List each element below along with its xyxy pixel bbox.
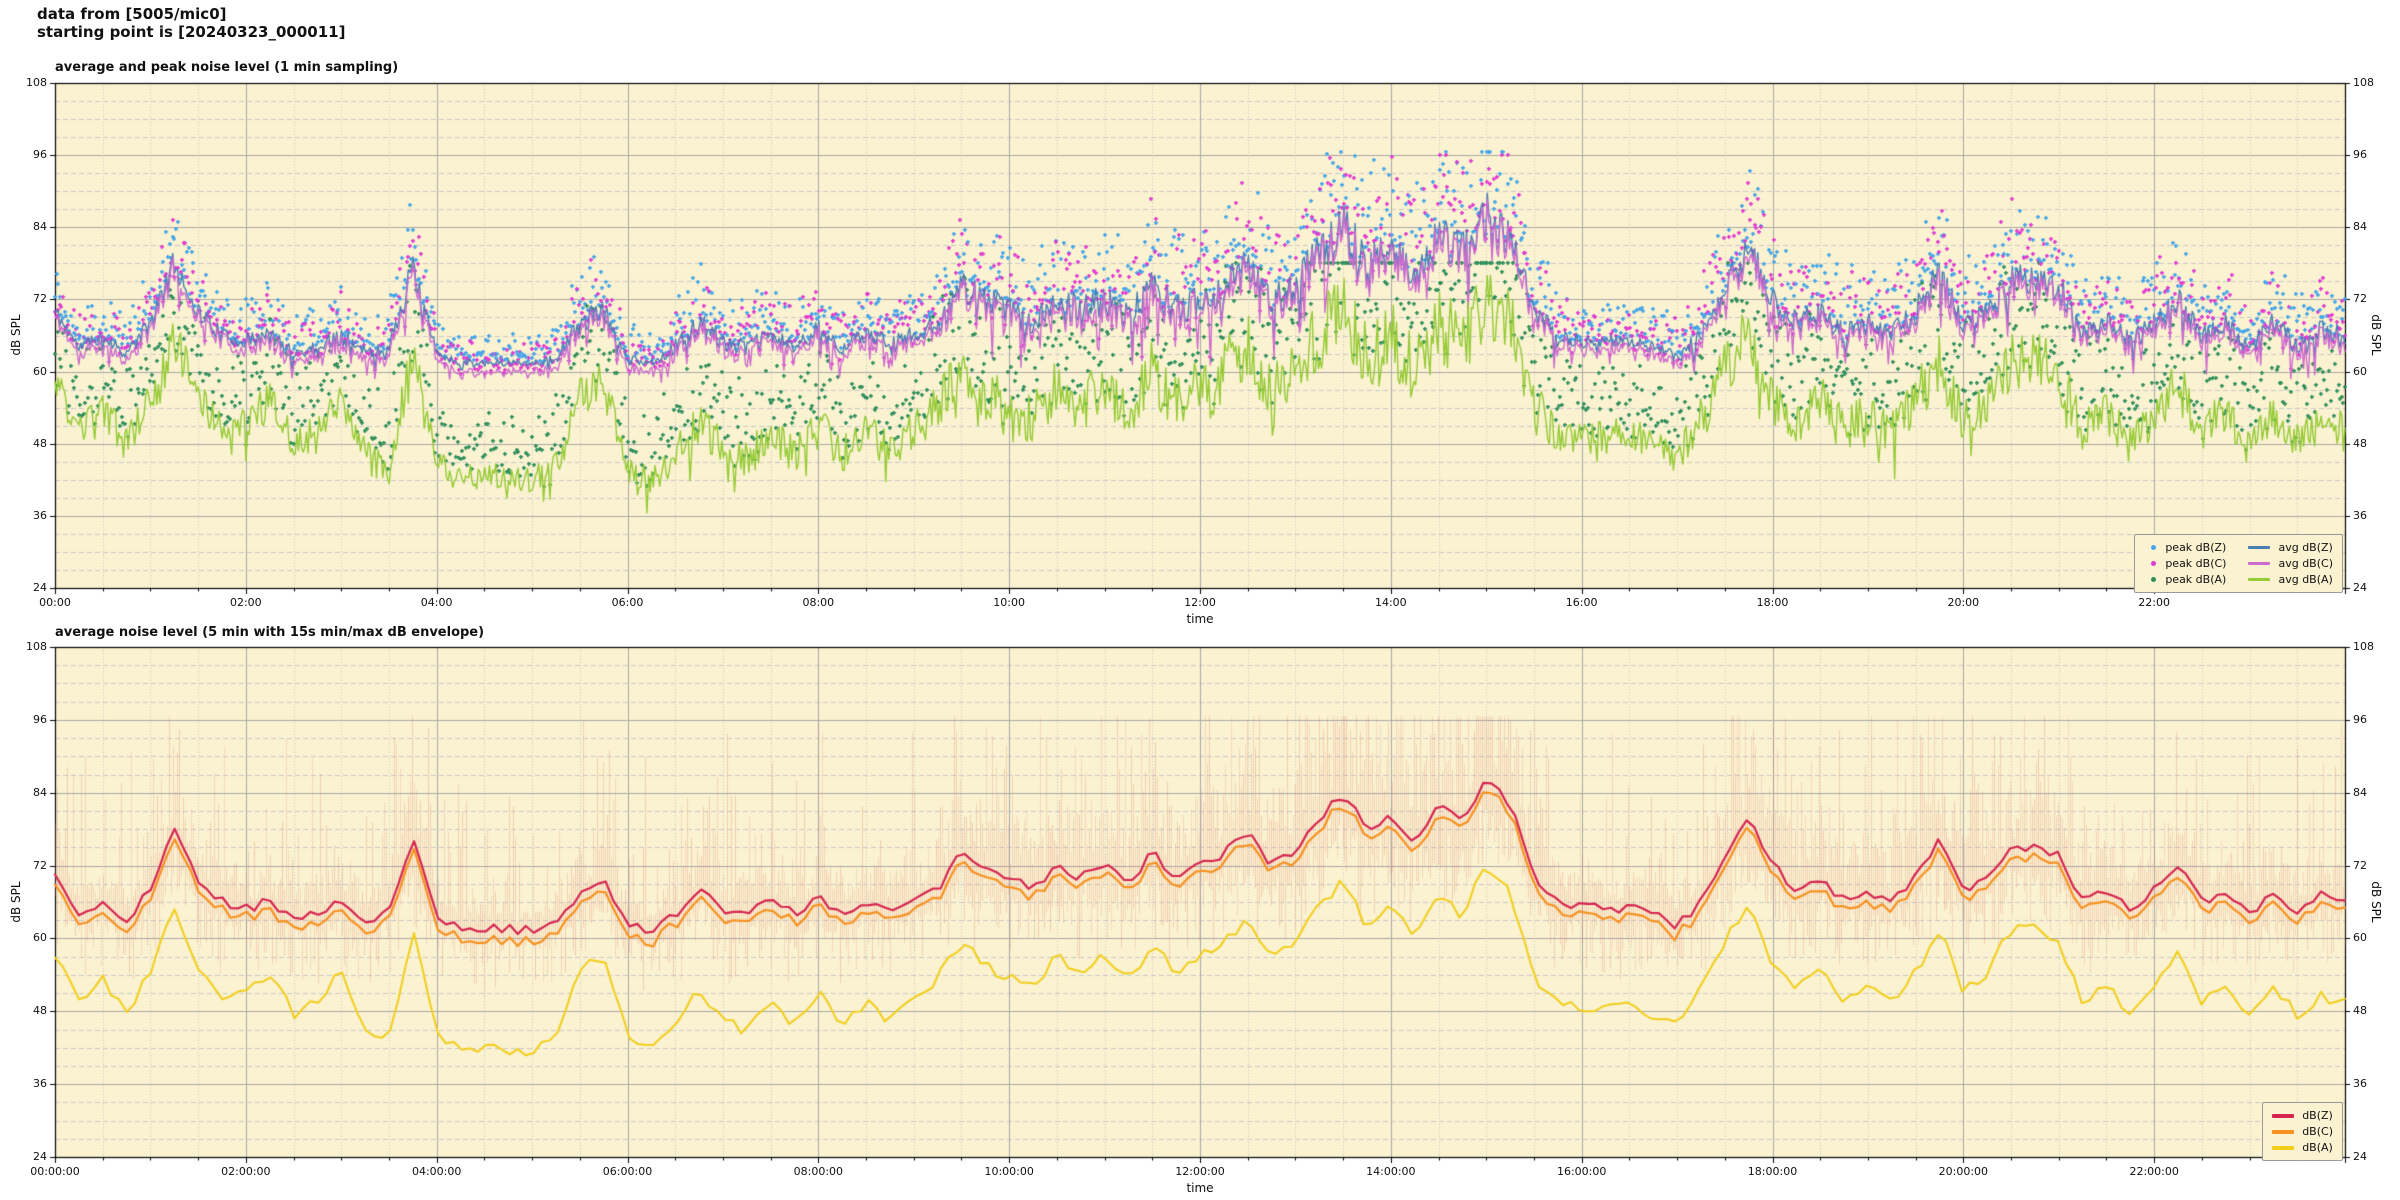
avg-dba-line-swatch [2248,578,2271,581]
peak-dba-marker-swatch [2151,577,2157,582]
legend-label: avg dB(C) [2278,557,2333,570]
legend-label: peak dB(Z) [2165,541,2227,554]
dbc-line-swatch [2272,1129,2295,1134]
legend-item: dB(C) [2272,1124,2333,1139]
legend-label: avg dB(Z) [2278,541,2333,554]
peak-dbz-marker-swatch [2151,545,2157,550]
avg-dbz-line-swatch [2248,546,2271,549]
legend-label: dB(A) [2302,1141,2333,1154]
legend-label: peak dB(A) [2165,573,2227,586]
legend-item: avg dB(C) [2248,556,2333,571]
top-legend: peak dB(Z) peak dB(C) peak dB(A) avg dB(… [2134,534,2343,593]
avg-dbc-line-swatch [2248,562,2271,565]
legend-item: dB(Z) [2272,1108,2333,1123]
legend-item: dB(A) [2272,1140,2333,1155]
legend-item: peak dB(A) [2144,572,2226,587]
legend-label: avg dB(A) [2278,573,2333,586]
legend-label: dB(C) [2302,1125,2333,1138]
dbz-line-swatch [2272,1113,2295,1118]
peak-dbc-marker-swatch [2151,561,2157,566]
legend-item: avg dB(A) [2248,572,2333,587]
legend-item: avg dB(Z) [2248,540,2333,555]
top-legend-peak-column: peak dB(Z) peak dB(C) peak dB(A) [2144,540,2226,587]
top-legend-avg-column: avg dB(Z) avg dB(C) avg dB(A) [2248,540,2333,587]
legend-item: peak dB(Z) [2144,540,2226,555]
legend-label: peak dB(C) [2165,557,2227,570]
legend-label: dB(Z) [2302,1109,2333,1122]
dba-line-swatch [2272,1145,2295,1150]
legend-item: peak dB(C) [2144,556,2226,571]
bottom-legend: dB(Z) dB(C) dB(A) [2262,1102,2343,1161]
bottom-legend-column: dB(Z) dB(C) dB(A) [2272,1108,2333,1155]
